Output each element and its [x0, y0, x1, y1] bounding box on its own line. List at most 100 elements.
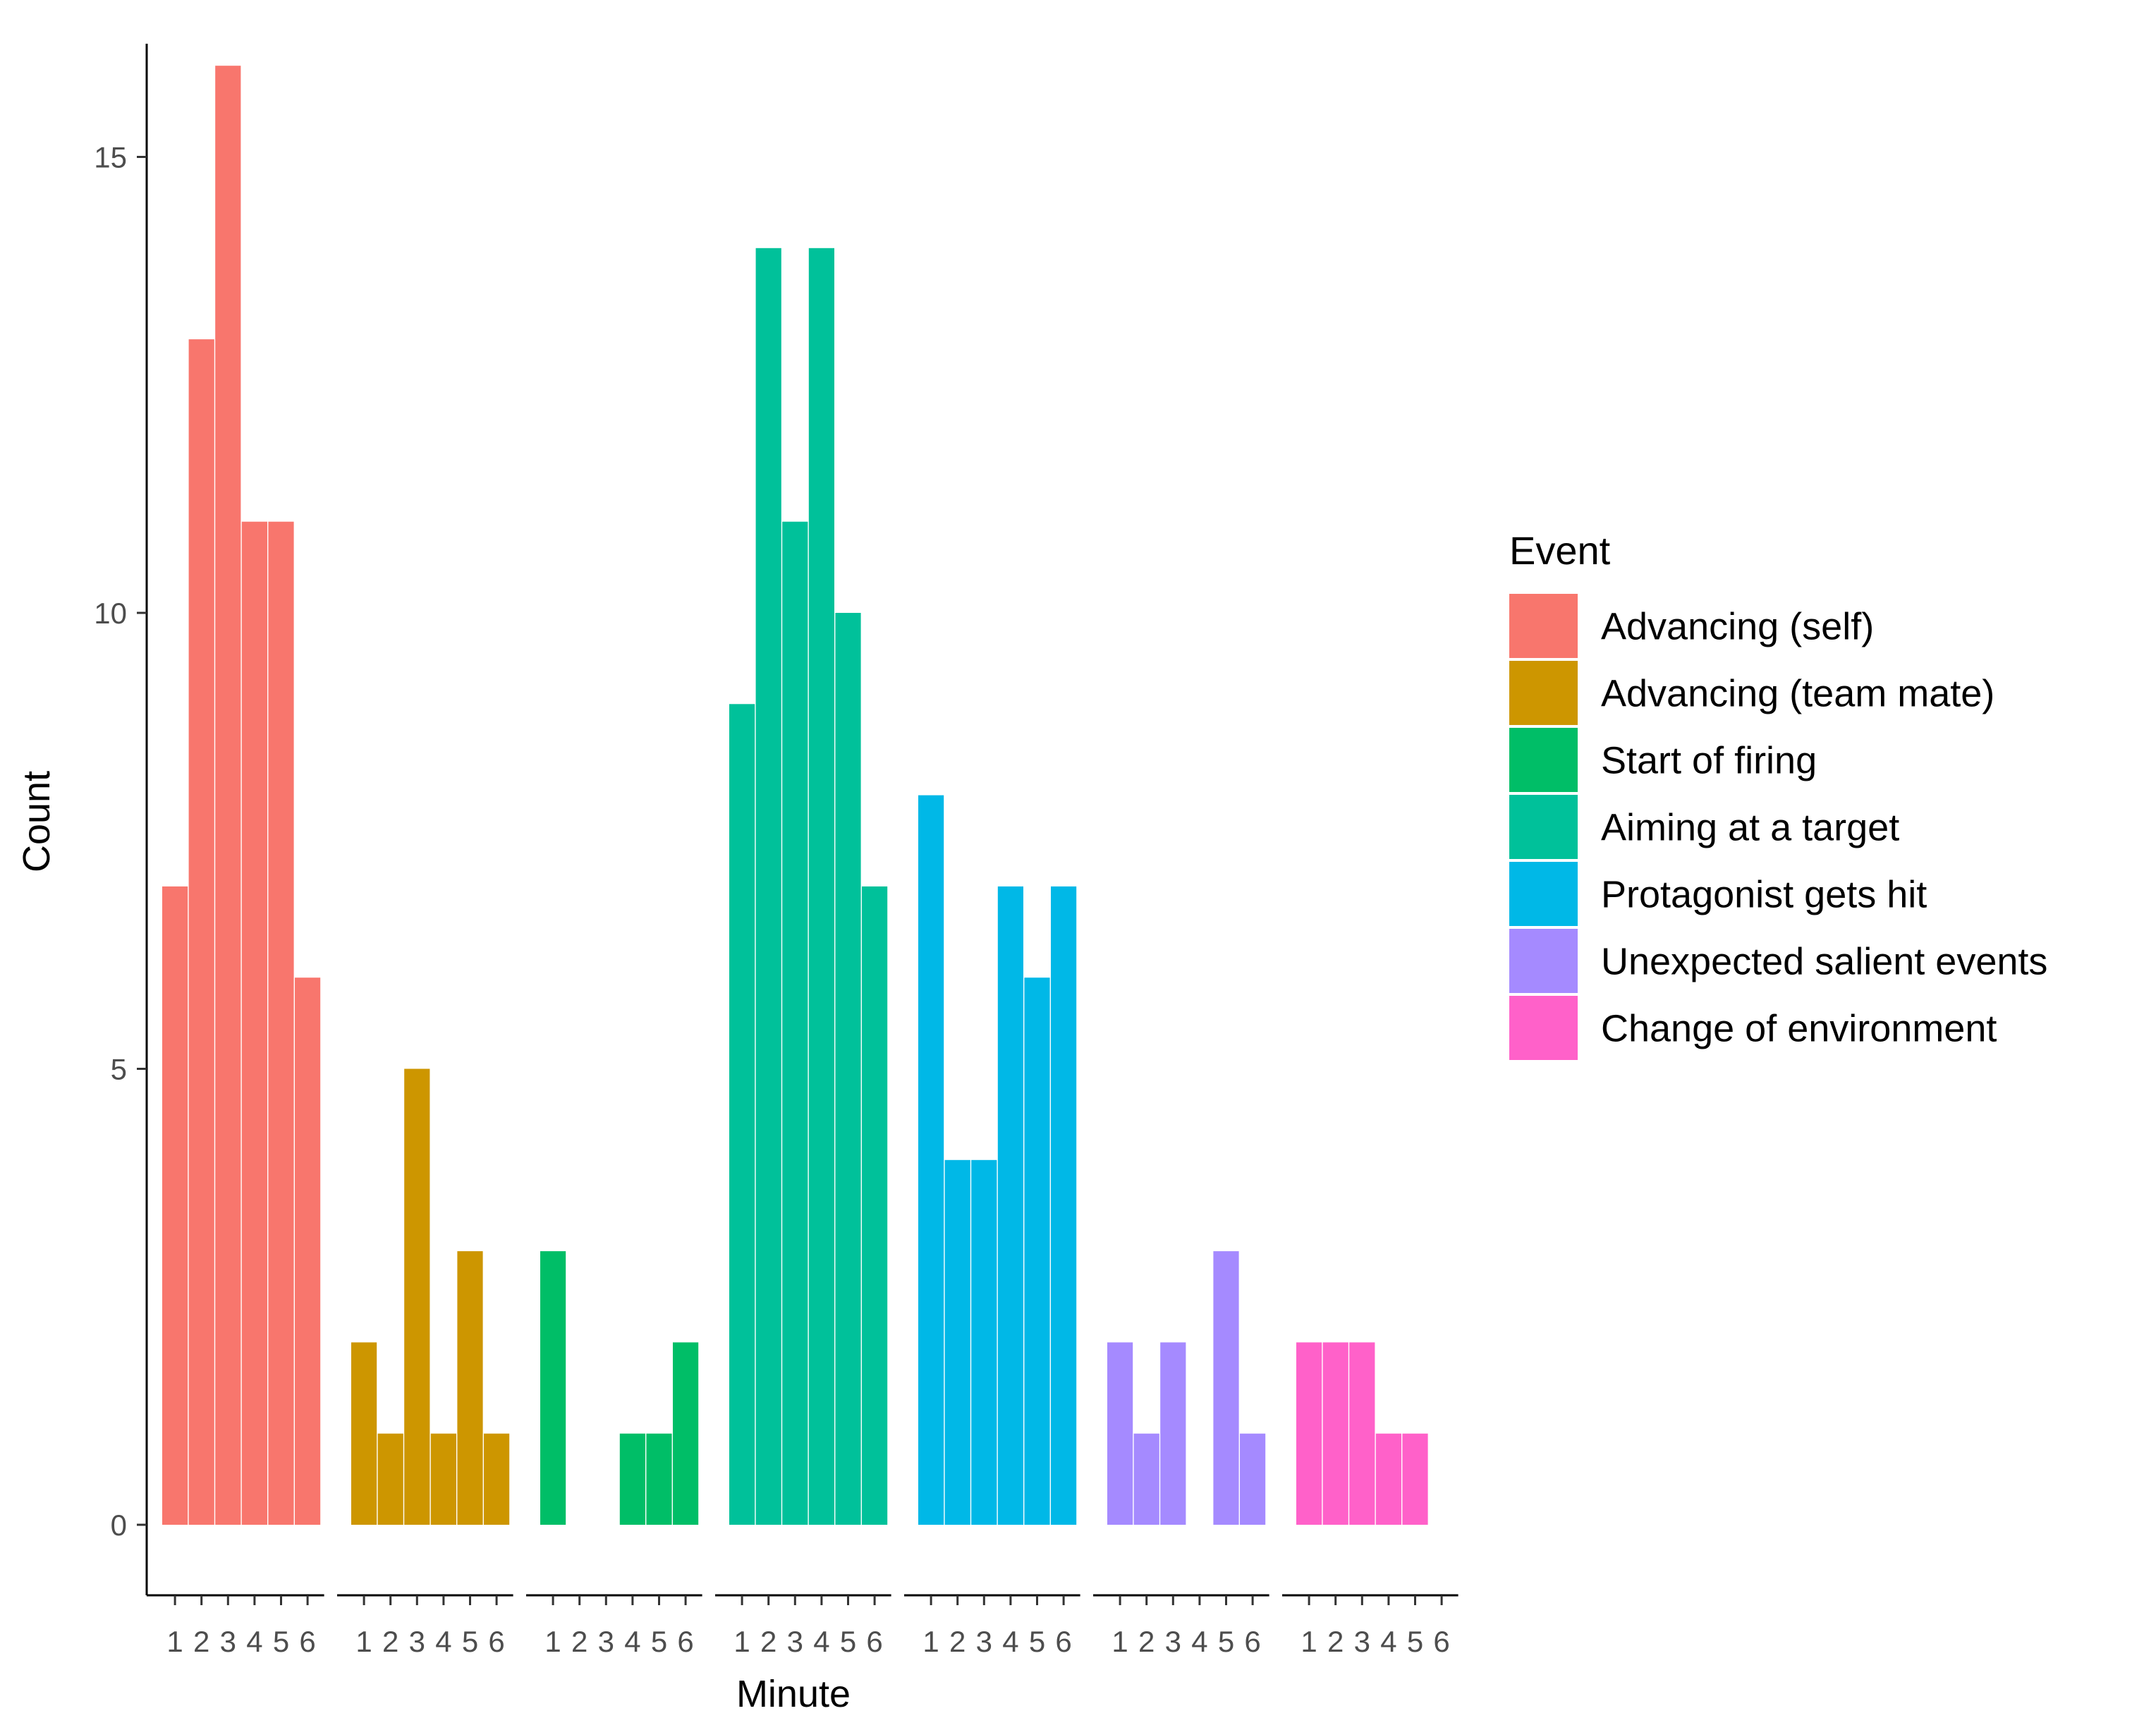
x-tick-label: 4 — [435, 1625, 451, 1658]
x-tick-label: 3 — [1354, 1625, 1370, 1658]
legend-key — [1509, 795, 1578, 859]
x-tick-label: 5 — [651, 1625, 667, 1658]
x-tick-label: 2 — [760, 1625, 776, 1658]
legend-key — [1509, 862, 1578, 926]
bar — [404, 1068, 430, 1525]
y-axis: 0 5 10 15 — [94, 44, 148, 1595]
x-tick-label: 1 — [166, 1625, 183, 1658]
x-tick-label: 2 — [1138, 1625, 1155, 1658]
bar — [430, 1433, 456, 1525]
bar — [162, 886, 188, 1525]
x-tick-label: 6 — [866, 1625, 882, 1658]
legend-title: Event — [1509, 528, 1611, 573]
y-axis-title: Count — [16, 771, 58, 872]
x-tick-label: 3 — [787, 1625, 803, 1658]
bar — [484, 1433, 510, 1525]
legend-key — [1509, 594, 1578, 658]
bar — [295, 977, 321, 1525]
bar — [944, 1159, 970, 1525]
x-tick-label: 4 — [624, 1625, 640, 1658]
x-tick-label: 4 — [246, 1625, 262, 1658]
bar — [1133, 1433, 1159, 1525]
legend-label: Unexpected salient events — [1601, 941, 2047, 983]
x-tick-label: 2 — [382, 1625, 398, 1658]
x-tick-label: 6 — [1055, 1625, 1071, 1658]
x-tick-label: 5 — [1407, 1625, 1423, 1658]
legend-label: Advancing (team mate) — [1601, 673, 1994, 715]
legend-label: Advancing (self) — [1601, 606, 1874, 648]
bar — [755, 248, 781, 1525]
x-tick-label: 4 — [1380, 1625, 1396, 1658]
bar — [1240, 1433, 1266, 1525]
bar — [377, 1433, 403, 1525]
x-tick-label: 3 — [1165, 1625, 1181, 1658]
bar — [268, 521, 294, 1525]
x-tick-label: 5 — [840, 1625, 856, 1658]
x-tick-label: 5 — [462, 1625, 478, 1658]
bar — [1375, 1433, 1401, 1525]
y-tick-label: 5 — [111, 1053, 127, 1086]
bar — [1296, 1342, 1322, 1525]
legend-key — [1509, 728, 1578, 792]
bar — [1322, 1342, 1348, 1525]
bar — [782, 521, 808, 1525]
bar — [646, 1433, 672, 1525]
x-tick-label: 2 — [193, 1625, 209, 1658]
x-tick-label: 3 — [598, 1625, 614, 1658]
x-tick-label: 1 — [1301, 1625, 1317, 1658]
x-tick-label: 3 — [976, 1625, 992, 1658]
x-tick-label: 2 — [949, 1625, 966, 1658]
y-tick-label: 0 — [111, 1509, 127, 1542]
bar — [1213, 1251, 1239, 1525]
legend-label: Aiming at a target — [1601, 807, 1899, 849]
bar — [1349, 1342, 1375, 1525]
bar — [241, 521, 267, 1525]
bar — [997, 886, 1023, 1525]
bar — [673, 1342, 699, 1525]
y-tick-label: 10 — [94, 597, 127, 630]
bar — [835, 613, 861, 1525]
x-axis-title: Minute — [736, 1673, 851, 1715]
bar — [351, 1342, 377, 1525]
bar — [918, 795, 944, 1525]
bar — [188, 339, 214, 1525]
x-tick-label: 1 — [733, 1625, 750, 1658]
bar — [1402, 1433, 1428, 1525]
x-tick-label: 2 — [571, 1625, 587, 1658]
x-tick-label: 2 — [1327, 1625, 1344, 1658]
bar — [1024, 977, 1050, 1525]
bar — [457, 1251, 483, 1525]
x-tick-label: 6 — [1433, 1625, 1449, 1658]
legend: Event Advancing (self) Advancing (team ma… — [1509, 528, 2047, 1060]
legend-key — [1509, 996, 1578, 1060]
x-tick-label: 1 — [355, 1625, 372, 1658]
x-tick-label: 1 — [544, 1625, 561, 1658]
x-tick-label: 6 — [677, 1625, 693, 1658]
x-tick-label: 4 — [1191, 1625, 1207, 1658]
x-tick-label: 3 — [220, 1625, 236, 1658]
x-tick-label: 6 — [1244, 1625, 1260, 1658]
x-tick-label: 6 — [488, 1625, 504, 1658]
bar — [619, 1433, 645, 1525]
bars-layer — [162, 66, 1428, 1525]
bar — [808, 248, 834, 1525]
x-tick-label: 6 — [299, 1625, 315, 1658]
bar — [215, 66, 241, 1525]
bar — [862, 886, 888, 1525]
bar — [971, 1159, 997, 1525]
x-tick-label: 4 — [813, 1625, 829, 1658]
x-tick-label: 1 — [1112, 1625, 1128, 1658]
bar — [1051, 886, 1077, 1525]
legend-label: Protagonist gets hit — [1601, 874, 1927, 916]
legend-key — [1509, 929, 1578, 993]
x-tick-label: 1 — [922, 1625, 939, 1658]
bar — [540, 1251, 566, 1525]
x-tick-label: 5 — [1218, 1625, 1234, 1658]
bar — [729, 704, 755, 1525]
bar — [1107, 1342, 1133, 1525]
bar — [1160, 1342, 1186, 1525]
legend-key — [1509, 661, 1578, 725]
